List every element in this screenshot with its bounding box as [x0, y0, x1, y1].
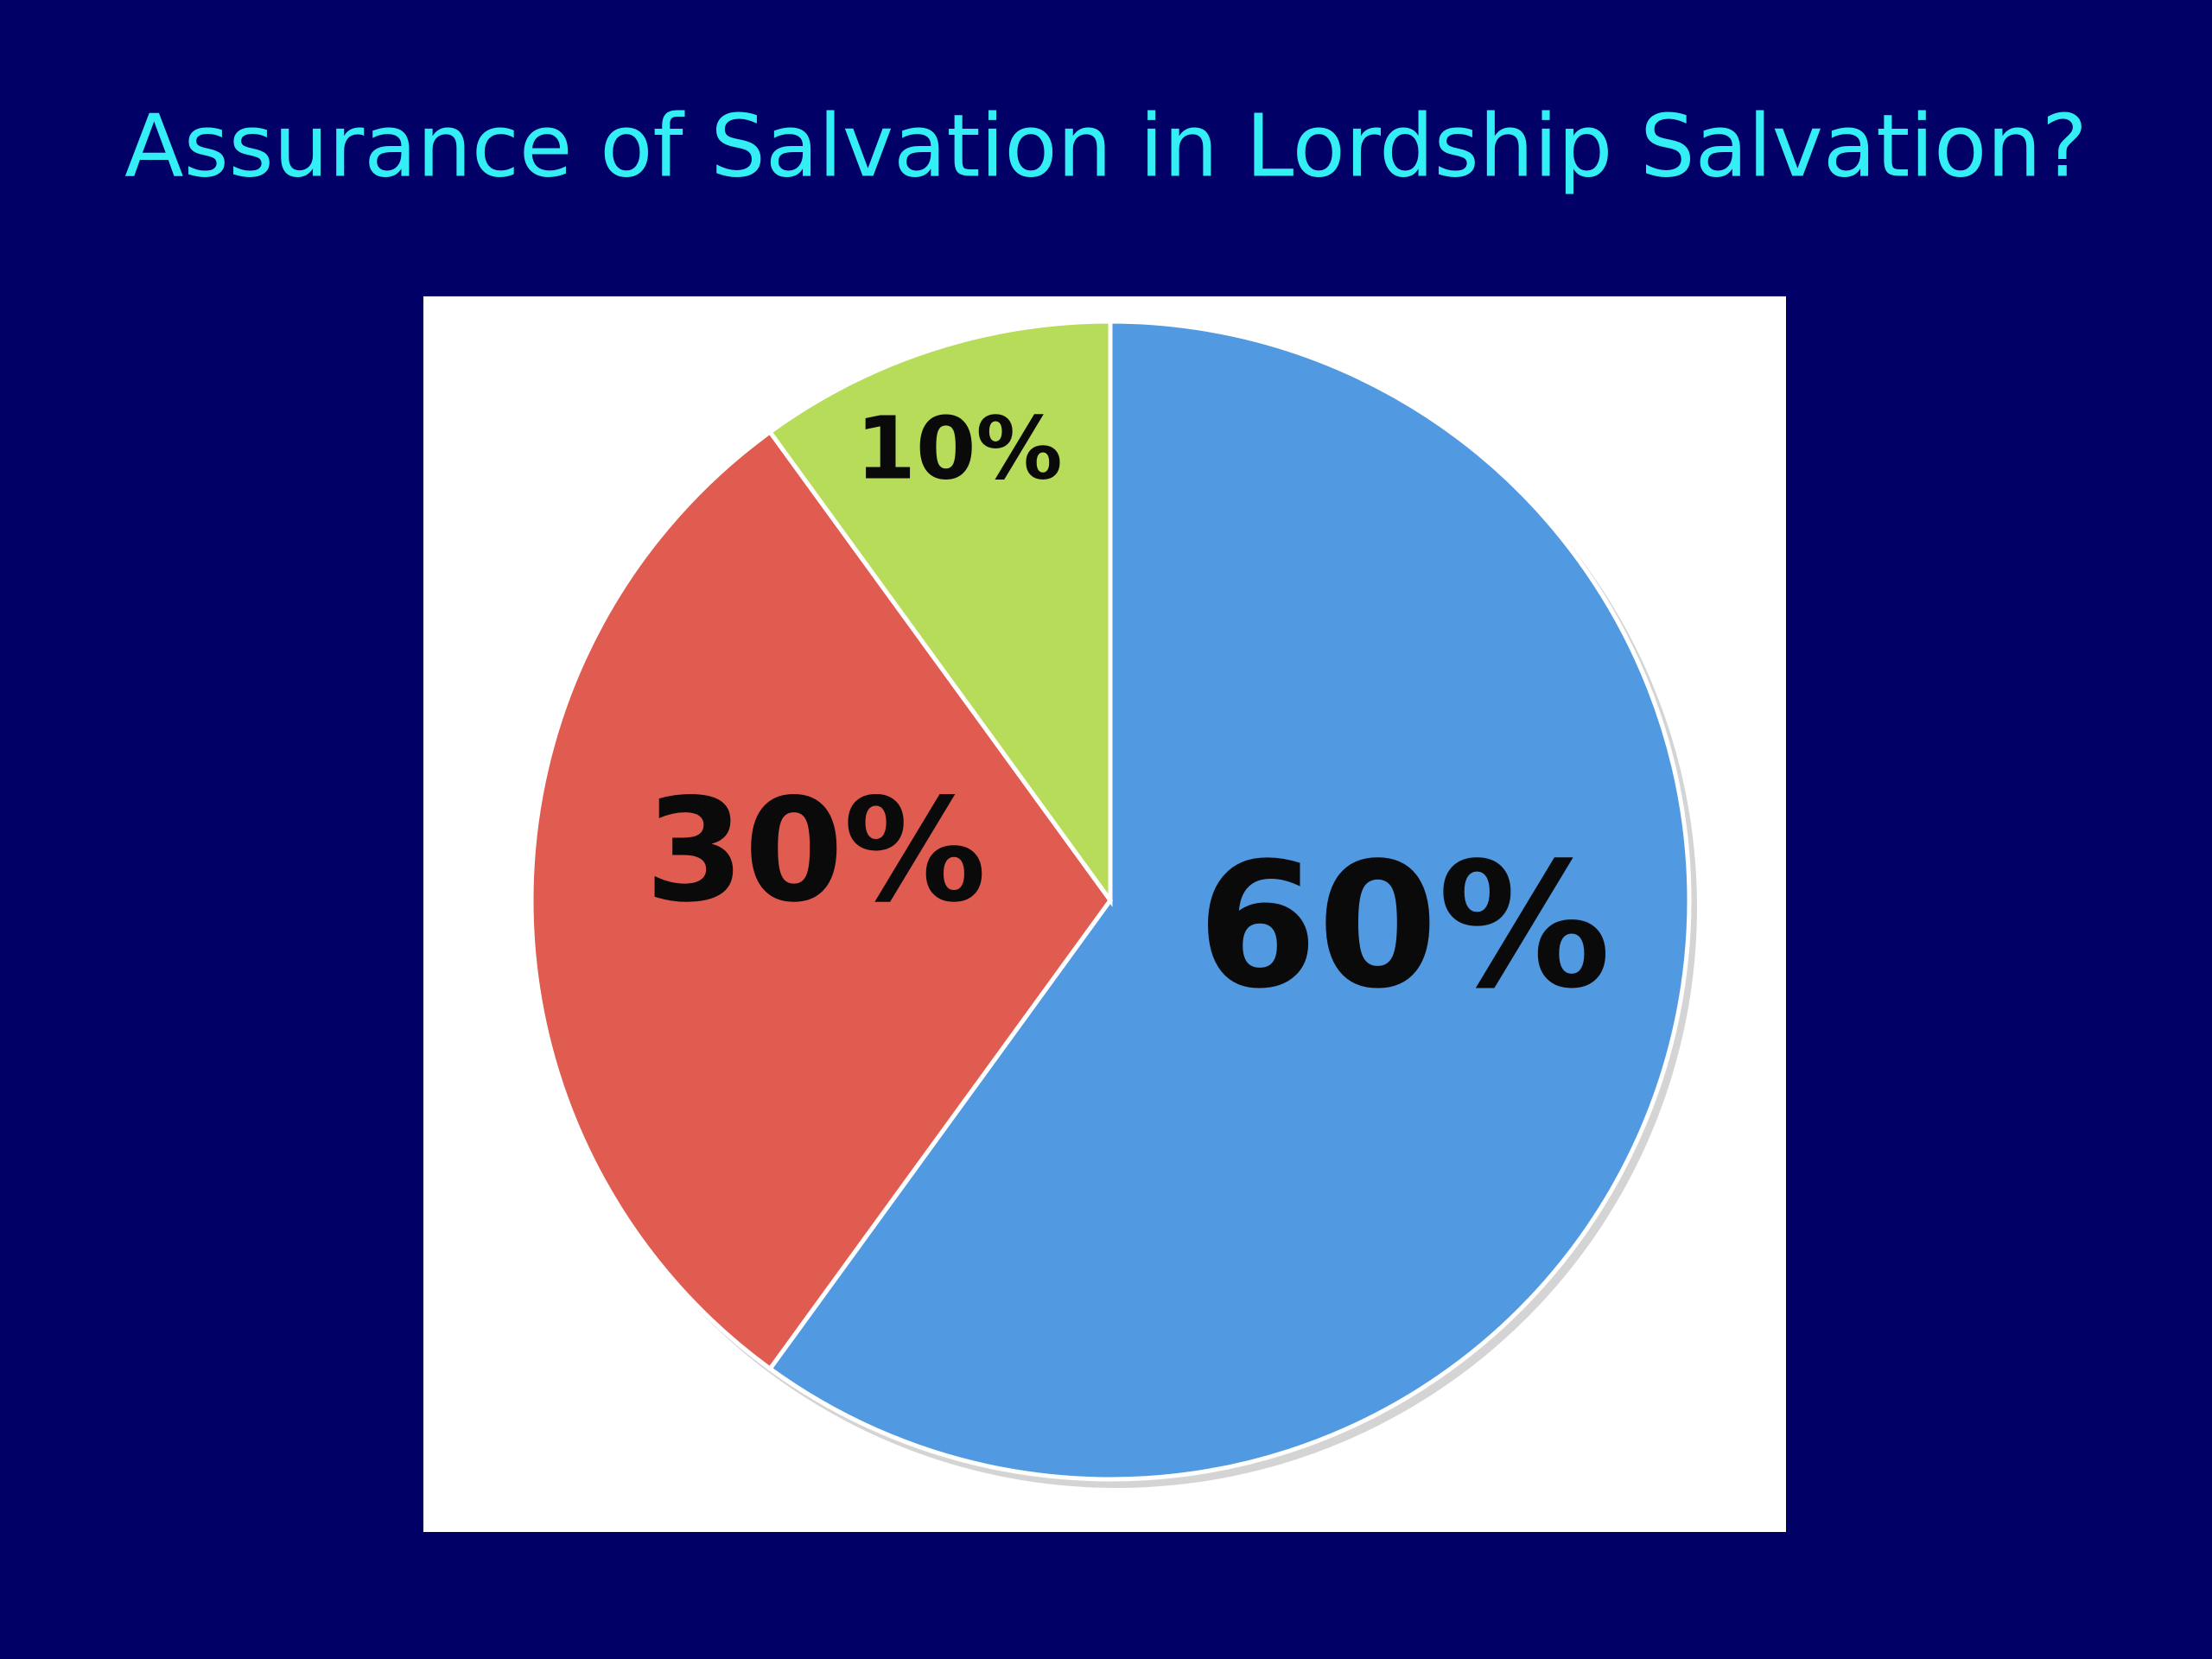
data-label: 60%	[1198, 826, 1611, 1027]
pie-slice	[766, 319, 1113, 907]
pie-slice	[529, 429, 1114, 1372]
data-label: 10%	[855, 397, 1062, 499]
pie-slice	[766, 319, 1692, 1482]
data-label: 30%	[645, 767, 987, 933]
chart-title: Assurance of Salvation in Lordship Salva…	[124, 95, 2088, 196]
